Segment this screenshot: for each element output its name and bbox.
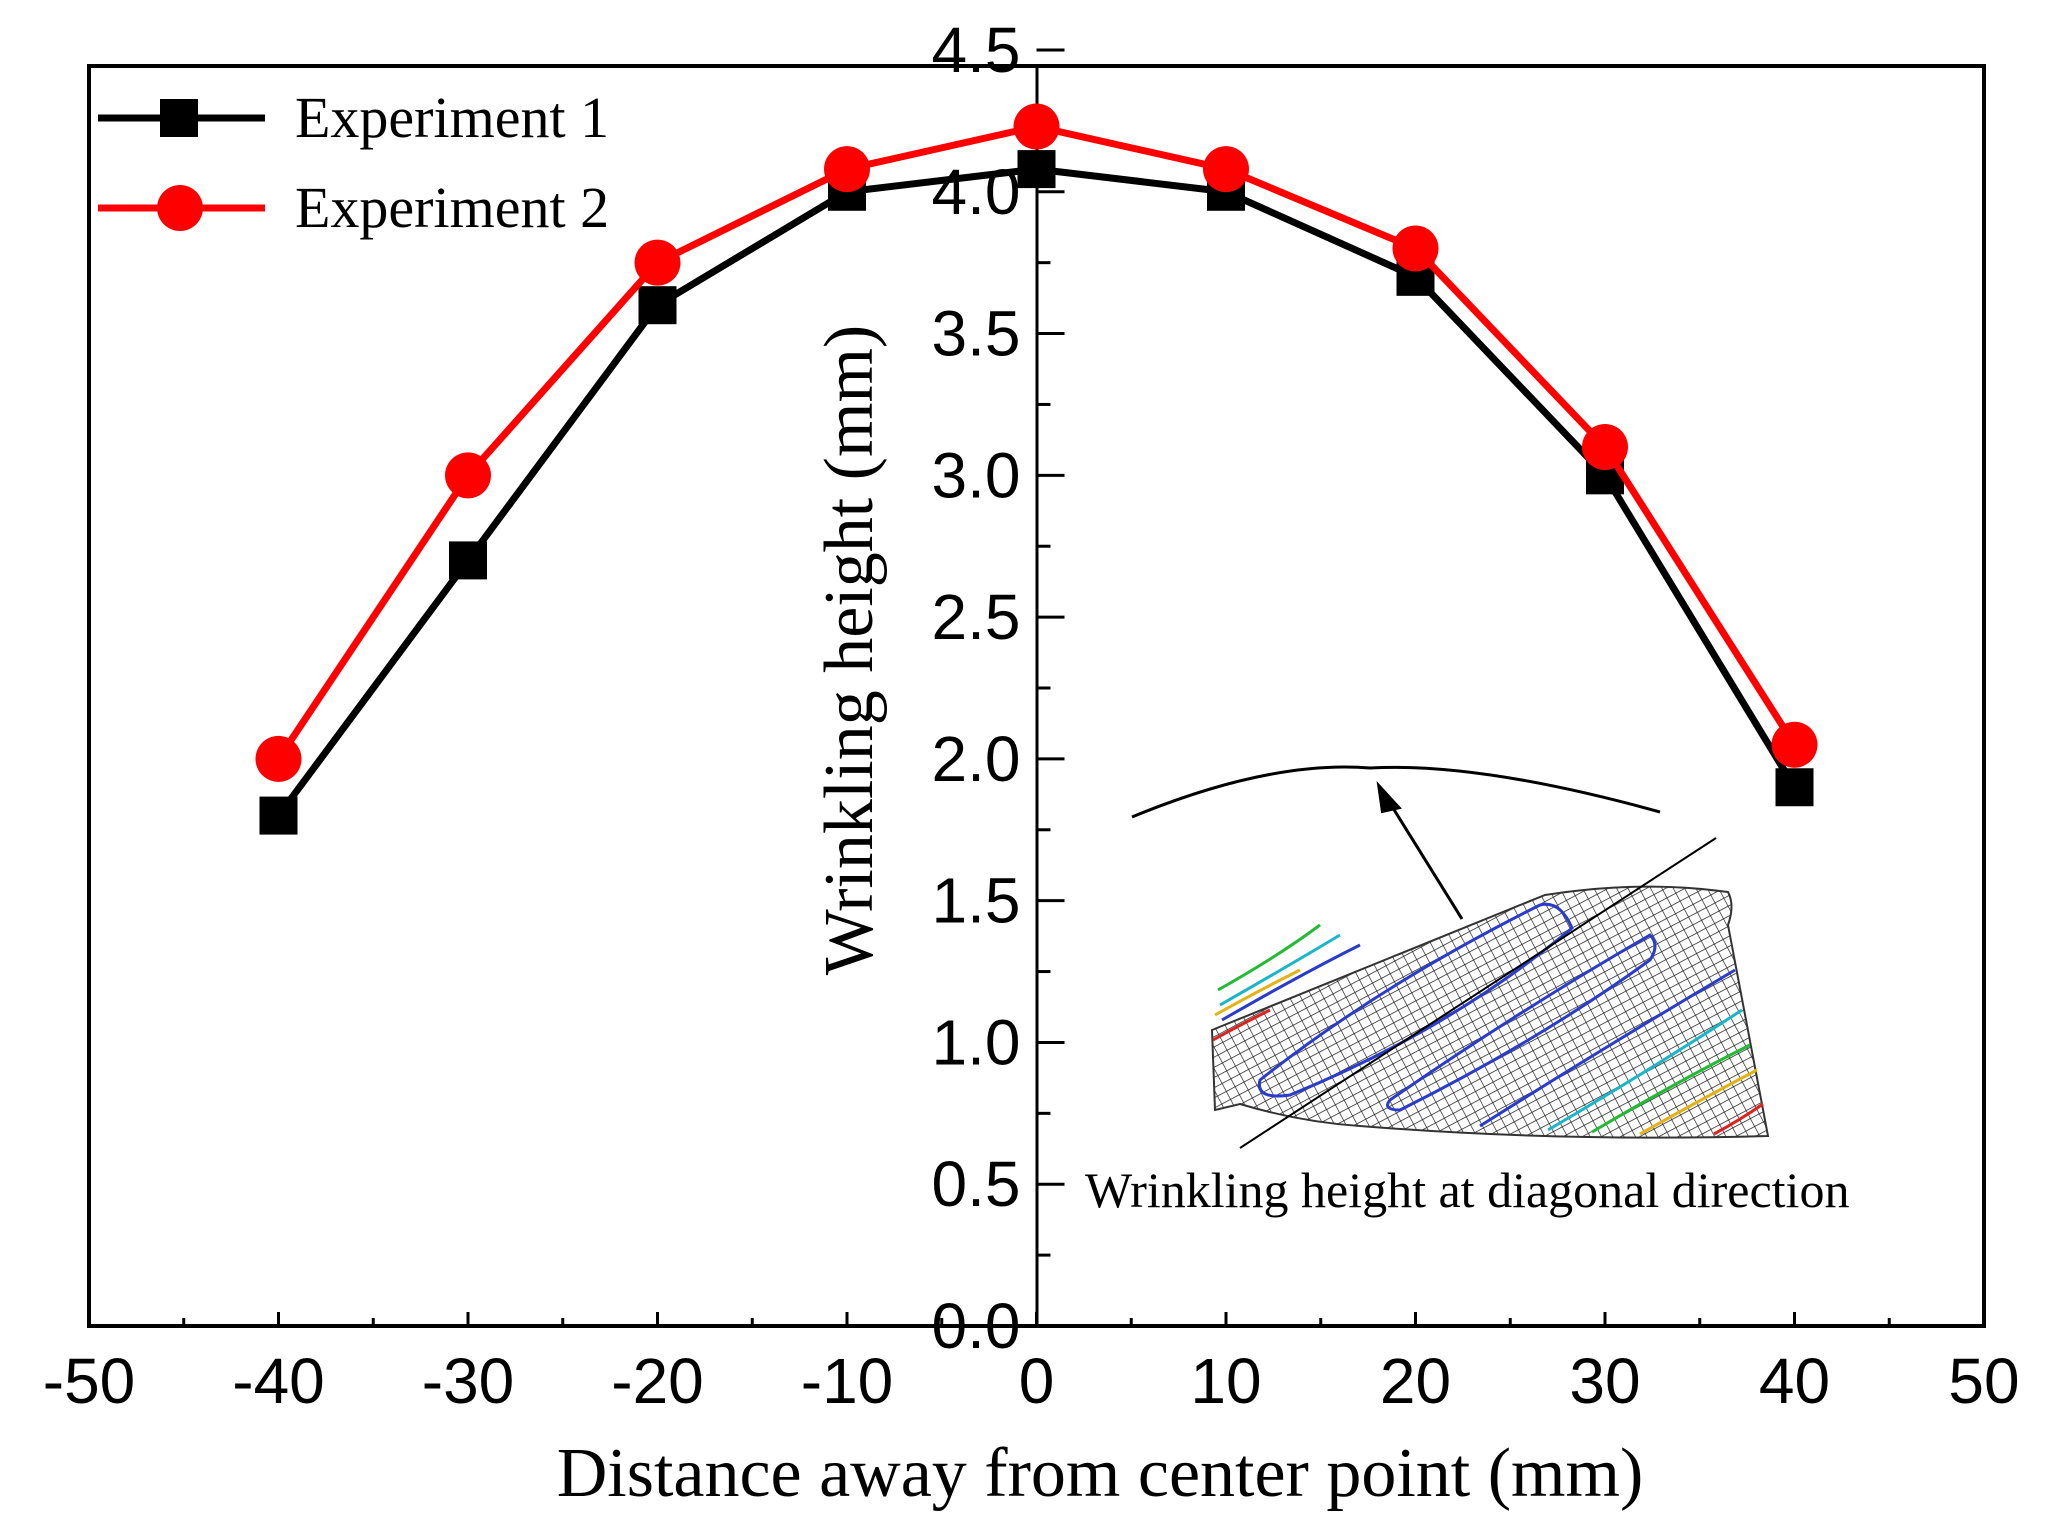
y-tick-label: 2.5 xyxy=(932,581,1021,653)
x-tick-label: -50 xyxy=(43,1345,136,1417)
x-tick-label: 0 xyxy=(1019,1345,1055,1417)
y-tick-label: 1.5 xyxy=(932,865,1021,937)
data-point-experiment-1 xyxy=(259,796,298,835)
callout-arrow-head xyxy=(1376,780,1402,814)
data-point-experiment-2 xyxy=(1582,423,1628,470)
legend: Experiment 1 Experiment 2 xyxy=(98,85,609,240)
data-point-experiment-2 xyxy=(445,452,491,499)
series-layer xyxy=(255,103,1818,835)
data-point-experiment-2 xyxy=(1392,225,1439,272)
legend-circle-marker xyxy=(157,185,203,231)
x-tick-label: 30 xyxy=(1569,1345,1640,1417)
y-tick-label: 0.5 xyxy=(932,1148,1021,1220)
data-point-experiment-1 xyxy=(449,541,487,580)
diagonal-section-line xyxy=(1239,837,1717,1149)
y-tick-label: 4.5 xyxy=(932,14,1021,86)
y-tick-label: 0.0 xyxy=(932,1290,1021,1362)
x-tick-label: -10 xyxy=(801,1345,894,1417)
data-point-experiment-1 xyxy=(1017,150,1056,189)
y-axis-title: Wrinkling height (mm) xyxy=(811,325,888,975)
data-point-experiment-2 xyxy=(255,735,302,782)
x-tick-label: 20 xyxy=(1380,1345,1451,1417)
x-tick-label: -40 xyxy=(232,1345,325,1417)
data-point-experiment-1 xyxy=(638,286,677,325)
legend-item-experiment-2: Experiment 2 xyxy=(98,175,609,240)
y-tick-label: 2.0 xyxy=(932,723,1021,795)
data-point-experiment-2 xyxy=(634,239,681,286)
legend-label-experiment-2: Experiment 2 xyxy=(295,175,609,240)
data-point-experiment-2 xyxy=(1771,721,1818,768)
x-tick-label: 50 xyxy=(1948,1345,2019,1417)
x-axis-title: Distance away from center point (mm) xyxy=(557,1435,1644,1512)
data-point-experiment-2 xyxy=(1013,103,1060,150)
x-tick-label: 10 xyxy=(1190,1345,1261,1417)
y-tick-label: 1.0 xyxy=(932,1006,1021,1078)
y-ticks: 0.0 0.5 1.0 1.5 2.0 2.5 3.0 3.5 4.0 4.5 xyxy=(932,14,1065,1362)
legend-item-experiment-1: Experiment 1 xyxy=(98,85,609,150)
x-tick-label: -20 xyxy=(611,1345,704,1417)
x-ticks: -50 -40 -30 -20 -10 0 10 20 30 40 50 xyxy=(43,1312,2020,1417)
wrinkled-sheet-mesh-icon xyxy=(1210,885,1770,1139)
wrinkle-profile-curve xyxy=(1131,765,1661,819)
data-point-experiment-1 xyxy=(1775,768,1814,807)
legend-label-experiment-1: Experiment 1 xyxy=(295,85,609,150)
y-tick-label: 3.5 xyxy=(932,298,1021,370)
y-tick-label: 4.0 xyxy=(932,156,1021,228)
x-tick-label: 40 xyxy=(1759,1345,1830,1417)
data-point-experiment-2 xyxy=(1203,146,1249,193)
inset-caption: Wrinkling height at diagonal direction xyxy=(1085,1162,1849,1218)
y-tick-label: 3.0 xyxy=(932,439,1021,511)
inset-illustration: Wrinkling height at diagonal direction xyxy=(1085,765,1849,1218)
callout-arrow xyxy=(1386,799,1464,920)
data-point-experiment-2 xyxy=(824,146,870,193)
x-tick-label: -30 xyxy=(422,1345,515,1417)
legend-square-marker xyxy=(160,99,198,137)
